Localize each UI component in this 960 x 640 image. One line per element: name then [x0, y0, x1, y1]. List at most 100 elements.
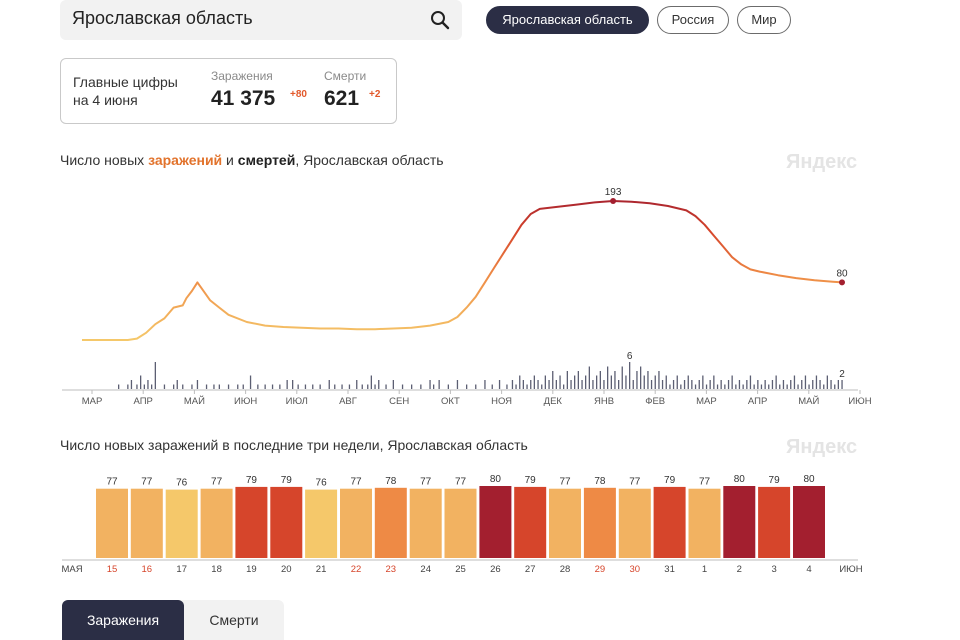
- death-bar: [724, 384, 726, 389]
- death-bar: [705, 384, 708, 389]
- death-bar: [319, 384, 321, 389]
- infections-annotation-dot: [610, 198, 617, 204]
- day-bar-value-label: 77: [350, 477, 362, 488]
- death-bar: [647, 371, 649, 389]
- death-bar: [173, 384, 175, 389]
- death-bar: [533, 375, 535, 389]
- death-bar: [779, 384, 781, 389]
- day-bar-value-label: 77: [629, 477, 641, 488]
- deaths-toggle-button[interactable]: Смерти: [209, 612, 259, 628]
- death-bar: [519, 375, 521, 389]
- death-bar: [771, 380, 774, 389]
- death-bar: [782, 380, 785, 389]
- death-bar: [286, 380, 288, 389]
- death-bar: [205, 384, 208, 389]
- death-bar: [566, 371, 568, 389]
- infections-line: [82, 200, 843, 341]
- death-bar: [618, 380, 620, 389]
- death-bar: [694, 384, 697, 389]
- death-bar: [632, 380, 634, 389]
- day-label: 26: [490, 564, 501, 575]
- death-bar: [271, 384, 274, 389]
- brand-watermark-main: Яндекс: [786, 151, 858, 173]
- main-chart-title: Число новых заражений и смертей, Ярослав…: [60, 152, 444, 168]
- summary-label: Главные цифры на 4 июня: [73, 73, 203, 109]
- tab-russia[interactable]: Россия: [657, 6, 729, 34]
- death-bar: [143, 384, 145, 389]
- deaths-label: Смерти: [324, 69, 367, 83]
- summary-label-line2: на 4 июня: [73, 92, 138, 108]
- day-label: 16: [142, 564, 153, 575]
- death-bar: [815, 375, 818, 389]
- death-bar: [629, 362, 631, 389]
- tab-world[interactable]: Мир: [737, 6, 791, 34]
- death-bar: [140, 375, 142, 389]
- day-label: 15: [107, 564, 118, 575]
- summary-label-line1: Главные цифры: [73, 74, 178, 90]
- death-bar: [577, 371, 579, 389]
- main-chart-title-deaths: смертей: [237, 152, 296, 168]
- death-bar: [151, 384, 153, 389]
- day-bar-value-label: 79: [246, 475, 258, 486]
- death-bar: [812, 380, 814, 389]
- day-bar: [758, 486, 791, 558]
- death-bar: [727, 380, 730, 389]
- day-bar-value-label: 79: [281, 475, 293, 486]
- infections-toggle-button[interactable]: Заражения: [62, 600, 184, 640]
- day-bar: [444, 488, 477, 558]
- death-bar: [484, 380, 486, 389]
- death-bar: [420, 384, 422, 389]
- day-bar: [549, 488, 581, 558]
- day-bar: [305, 489, 338, 558]
- death-bar: [297, 384, 299, 389]
- month-tick-label: АПР: [748, 396, 767, 407]
- death-bar: [237, 384, 239, 389]
- death-bar: [411, 384, 413, 389]
- death-bar: [614, 371, 616, 389]
- death-bar: [581, 380, 583, 389]
- search-icon[interactable]: [430, 10, 450, 30]
- death-bar: [498, 380, 501, 389]
- main-chart-title-suffix: , Ярославская область: [295, 152, 444, 168]
- search-box[interactable]: Ярославская область: [60, 0, 462, 40]
- main-chart-title-prefix: Число новых: [60, 152, 149, 168]
- deaths-value: 621: [324, 87, 360, 110]
- death-bar: [163, 384, 166, 389]
- death-bar: [544, 375, 546, 389]
- death-bar: [786, 384, 788, 389]
- death-bar: [196, 380, 199, 389]
- infections-annotation-label: 193: [605, 187, 622, 198]
- death-bar: [526, 384, 528, 389]
- day-bar-value-label: 79: [769, 475, 781, 486]
- deaths-annotation-label: 6: [627, 351, 633, 362]
- death-bar: [735, 384, 737, 389]
- death-bar: [574, 375, 576, 389]
- day-bar-value-label: 77: [559, 477, 571, 488]
- death-bar: [191, 384, 193, 389]
- death-bar: [559, 375, 561, 389]
- search-input[interactable]: Ярославская область: [72, 8, 253, 28]
- day-bar: [618, 488, 651, 558]
- death-bar: [826, 375, 828, 389]
- death-bar: [588, 366, 590, 389]
- day-bar: [165, 489, 198, 558]
- death-bar: [127, 384, 129, 389]
- death-bar: [790, 380, 792, 389]
- death-bar: [804, 375, 807, 389]
- death-bar: [749, 375, 752, 389]
- tab-yaroslavl-region[interactable]: Ярославская область: [486, 6, 649, 34]
- day-label: 2: [737, 564, 742, 575]
- month-tick-label: МАР: [82, 396, 103, 407]
- death-bar: [760, 384, 763, 389]
- death-bar: [683, 380, 686, 389]
- death-bar: [334, 384, 336, 389]
- day-bar: [583, 487, 616, 558]
- death-bar: [607, 366, 609, 389]
- death-bar: [841, 380, 843, 389]
- summary-card: Главные цифры на 4 июня Заражения 41 375…: [60, 58, 397, 124]
- death-bar: [242, 384, 244, 389]
- death-bar: [797, 384, 799, 389]
- day-label: 17: [176, 564, 187, 575]
- month-tick-label: ИЮН: [848, 396, 871, 407]
- death-bar: [475, 384, 477, 389]
